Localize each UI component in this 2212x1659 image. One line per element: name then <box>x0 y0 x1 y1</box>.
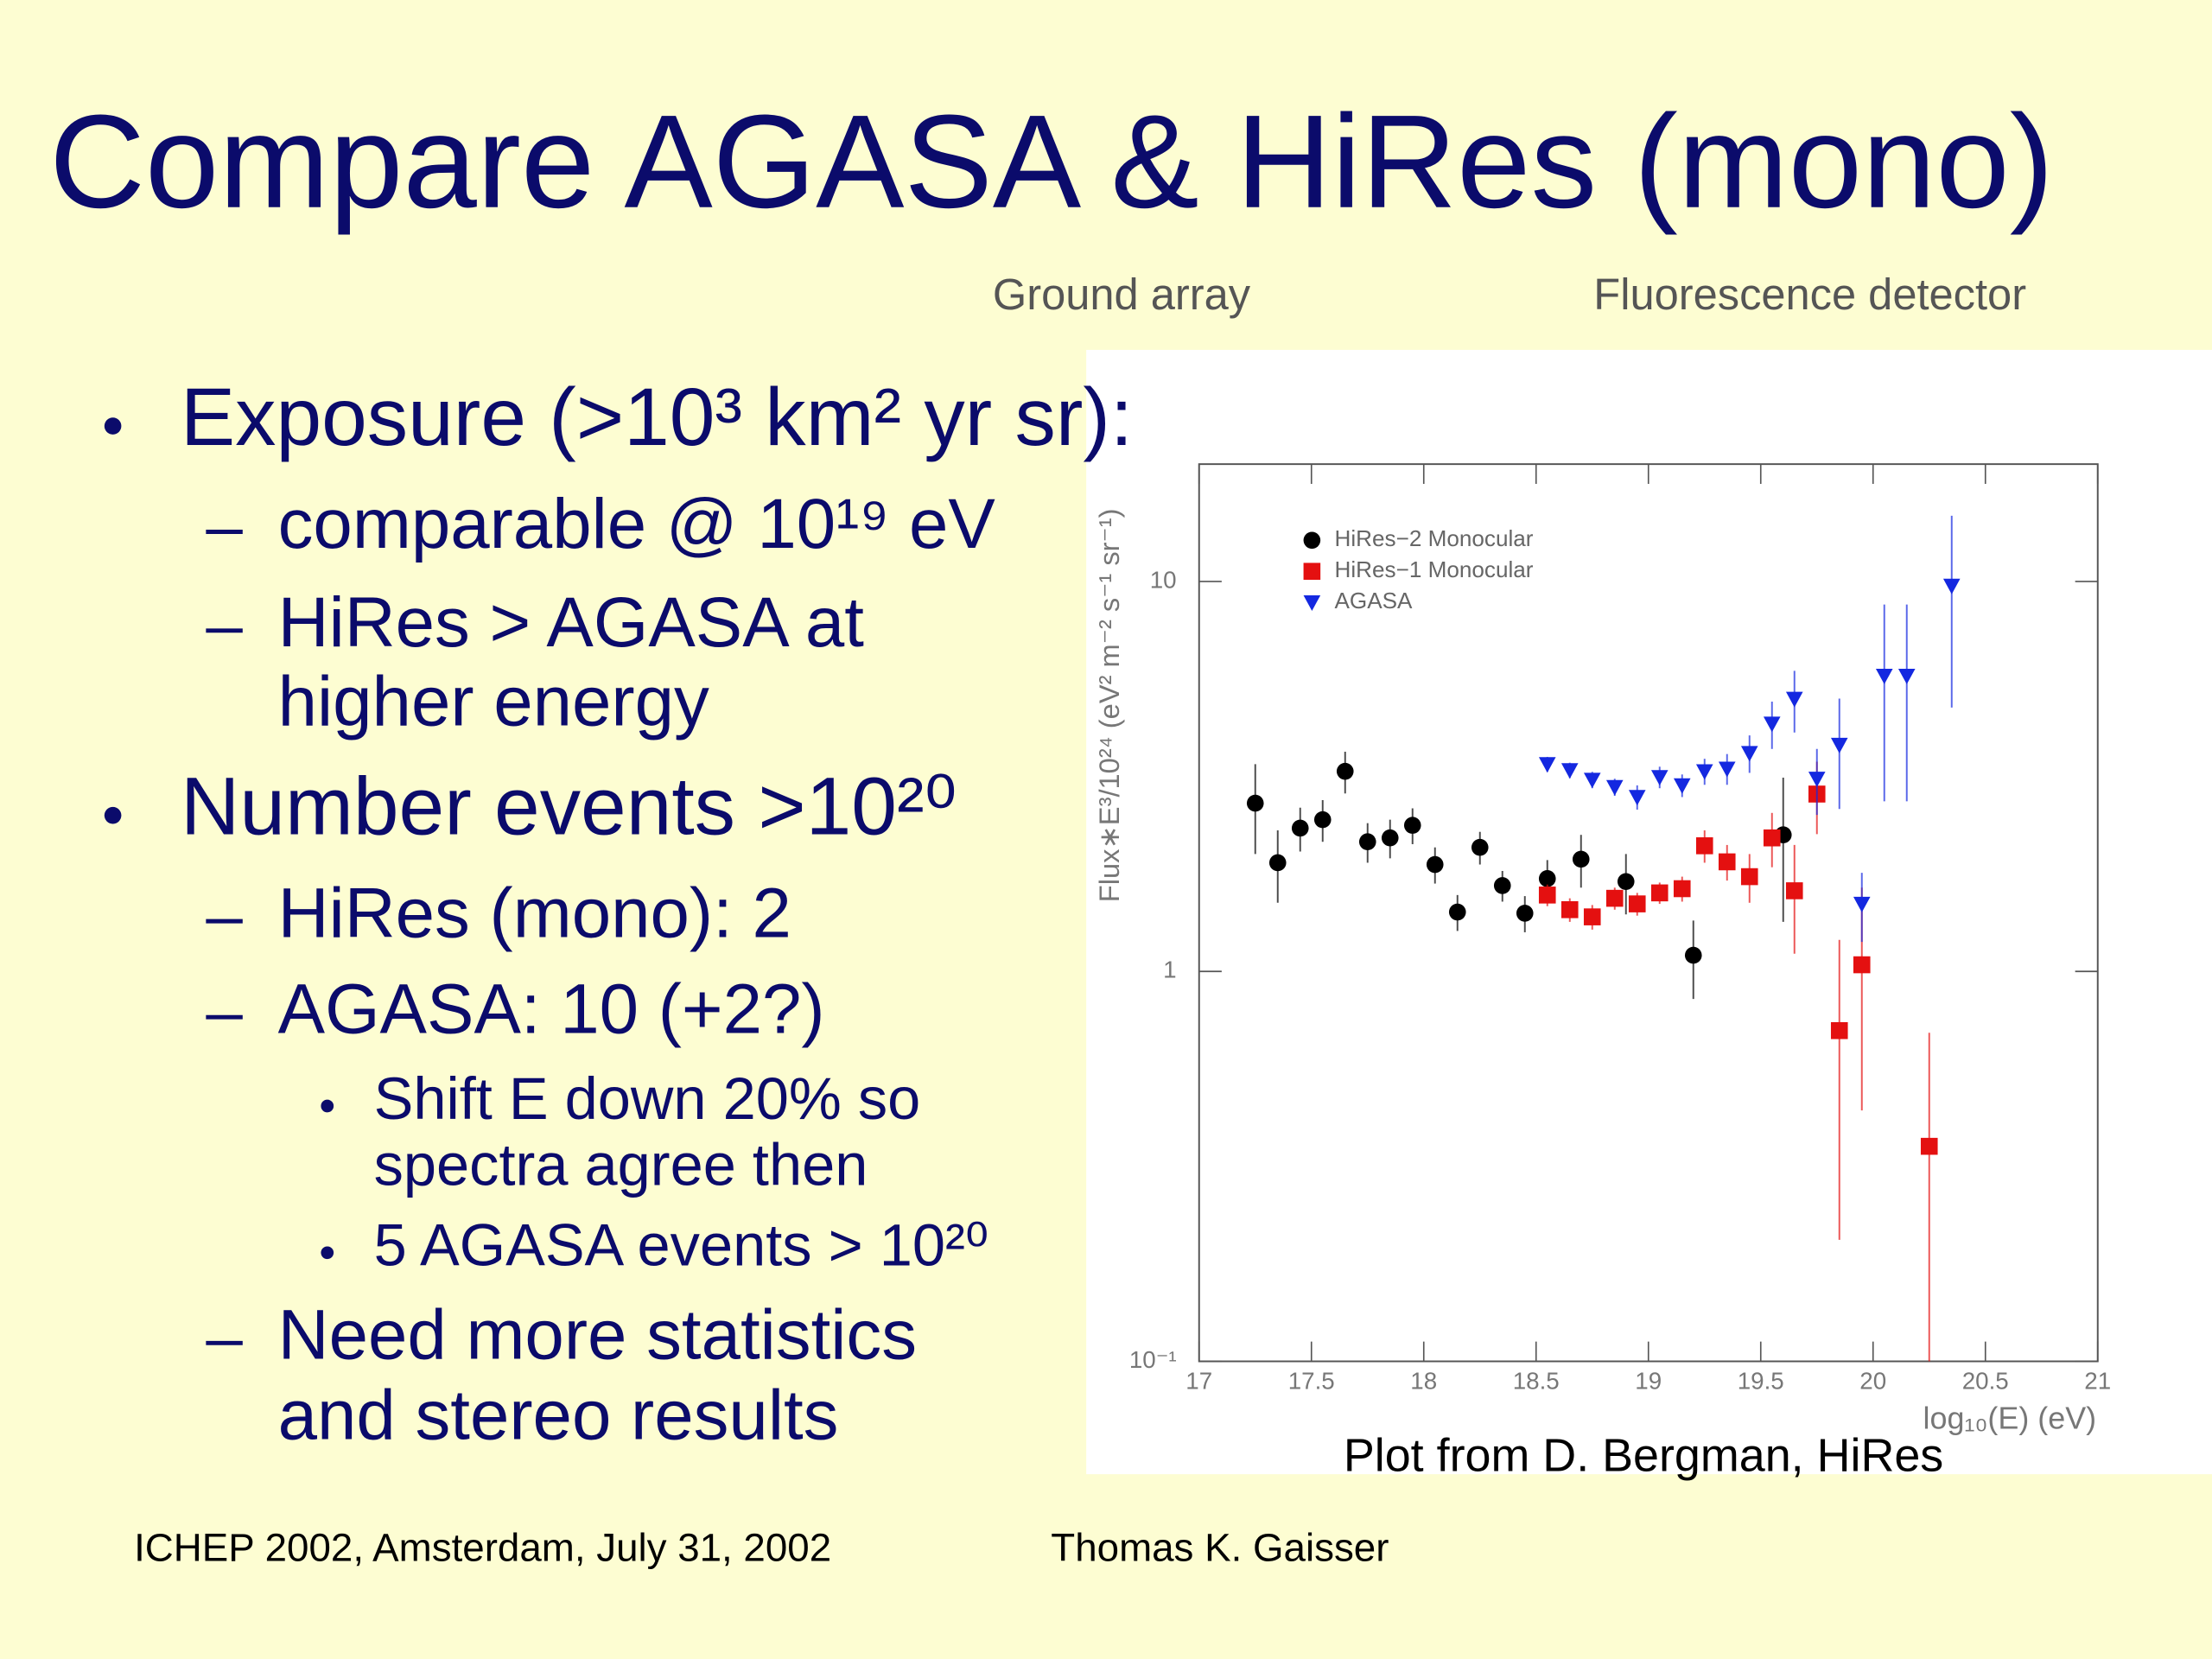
bullet-text: Need more statistics <box>278 1296 917 1375</box>
data-point <box>1560 900 1579 918</box>
data-point <box>1605 779 1624 796</box>
bullet-text: Shift E down 20% so <box>374 1065 921 1132</box>
x-tick-label: 18.5 <box>1513 1367 1560 1394</box>
y-axis-label: Flux∗E³/10²⁴ (eV² m⁻² s⁻¹ sr⁻¹) <box>1093 508 1125 902</box>
data-point <box>1740 868 1758 886</box>
legend-label: HiRes−2 Monocular <box>1334 525 1533 551</box>
x-tick-label: 17.5 <box>1288 1367 1335 1394</box>
x-tick-label: 18 <box>1410 1367 1437 1394</box>
data-point <box>1853 896 1871 912</box>
data-point <box>1583 772 1601 789</box>
data-point <box>1538 870 1556 887</box>
data-point <box>1246 794 1264 812</box>
data-point <box>1763 716 1781 733</box>
data-point <box>1808 772 1826 788</box>
plot-background <box>1086 349 2212 1475</box>
data-point <box>1538 757 1556 773</box>
x-axis-label: log₁₀(E) (eV) <box>1923 1401 2097 1436</box>
data-point <box>1875 668 1893 684</box>
plot-credit: Plot from D. Bergman, HiRes <box>1344 1429 1943 1481</box>
bullet-text: and stereo results <box>278 1376 839 1455</box>
data-point <box>1695 837 1713 855</box>
legend-label: HiRes−1 Monocular <box>1334 556 1533 582</box>
y-tick-label: 10 <box>1150 566 1177 593</box>
data-point <box>1785 691 1803 708</box>
data-point <box>1268 854 1287 872</box>
data-point <box>1785 882 1803 899</box>
data-point <box>1583 908 1601 925</box>
data-point <box>1538 887 1556 904</box>
title: Compare AGASA & HiRes (mono) <box>49 87 2054 236</box>
bullet-text: comparable @ 10¹⁹ eV <box>278 485 996 563</box>
data-point <box>1695 764 1713 780</box>
data-point <box>1853 956 1871 974</box>
x-tick-label: 20 <box>1859 1367 1886 1394</box>
y-tick-label: 1 <box>1163 957 1176 983</box>
data-point <box>1471 838 1489 856</box>
data-point <box>1740 746 1758 762</box>
x-tick-label: 20.5 <box>1962 1367 2009 1394</box>
data-point <box>1426 855 1444 874</box>
data-point <box>1358 833 1376 851</box>
data-point <box>1516 905 1534 922</box>
data-point <box>1628 895 1646 912</box>
bullet-marker <box>104 806 122 824</box>
bullet-text: Number events >10²⁰ <box>181 760 957 852</box>
data-point <box>1718 853 1736 871</box>
data-point <box>1920 1137 1938 1155</box>
data-point <box>1403 817 1421 834</box>
data-point <box>1303 563 1321 581</box>
x-tick-label: 19 <box>1635 1367 1662 1394</box>
data-point <box>1313 810 1332 829</box>
data-point <box>1830 737 1848 753</box>
data-point <box>1291 819 1309 837</box>
data-point <box>1605 889 1624 907</box>
data-point <box>1830 1021 1848 1039</box>
bullet-text: 5 AGASA events > 10²⁰ <box>374 1212 989 1279</box>
data-point <box>1303 594 1321 611</box>
bullet-marker <box>321 1246 334 1260</box>
data-point <box>1560 763 1579 779</box>
data-point <box>1381 829 1399 847</box>
data-point <box>1628 790 1646 806</box>
data-point <box>1684 946 1702 964</box>
x-tick-label: 19.5 <box>1738 1367 1784 1394</box>
data-point <box>1336 762 1354 780</box>
data-point <box>1303 531 1321 550</box>
bullet-text: Exposure (>10³ km² yr sr): <box>181 372 1133 463</box>
data-point <box>1673 778 1691 794</box>
data-point <box>1718 761 1736 778</box>
data-point <box>1650 770 1669 786</box>
bullet-text: AGASA: 10 (+2?) <box>278 969 825 1048</box>
data-point <box>1493 877 1511 894</box>
data-point <box>1572 850 1590 868</box>
data-point <box>1617 873 1635 891</box>
legend-label: AGASA <box>1334 588 1413 613</box>
bullet-text: HiRes > AGASA at <box>278 583 865 662</box>
subtitle: Ground array <box>993 270 1251 319</box>
bullet-text: spectra agree then <box>374 1132 868 1198</box>
data-point <box>1763 829 1781 847</box>
footer: Thomas K. Gaisser <box>1051 1525 1389 1569</box>
data-point <box>1650 884 1669 902</box>
data-point <box>1673 880 1691 898</box>
bullet-text: higher energy <box>278 663 709 741</box>
data-point <box>1942 578 1961 594</box>
x-tick-label: 21 <box>2084 1367 2111 1394</box>
data-point <box>1897 668 1916 684</box>
subtitle: Fluorescence detector <box>1593 270 2026 319</box>
footer: ICHEP 2002, Amsterdam, July 31, 2002 <box>134 1525 831 1569</box>
y-tick-label: 10⁻¹ <box>1129 1346 1177 1373</box>
x-tick-label: 17 <box>1185 1367 1212 1394</box>
bullet-marker <box>104 417 122 435</box>
bullet-marker <box>321 1099 334 1113</box>
bullet-text: HiRes (mono): 2 <box>278 874 791 952</box>
data-point <box>1448 903 1466 921</box>
